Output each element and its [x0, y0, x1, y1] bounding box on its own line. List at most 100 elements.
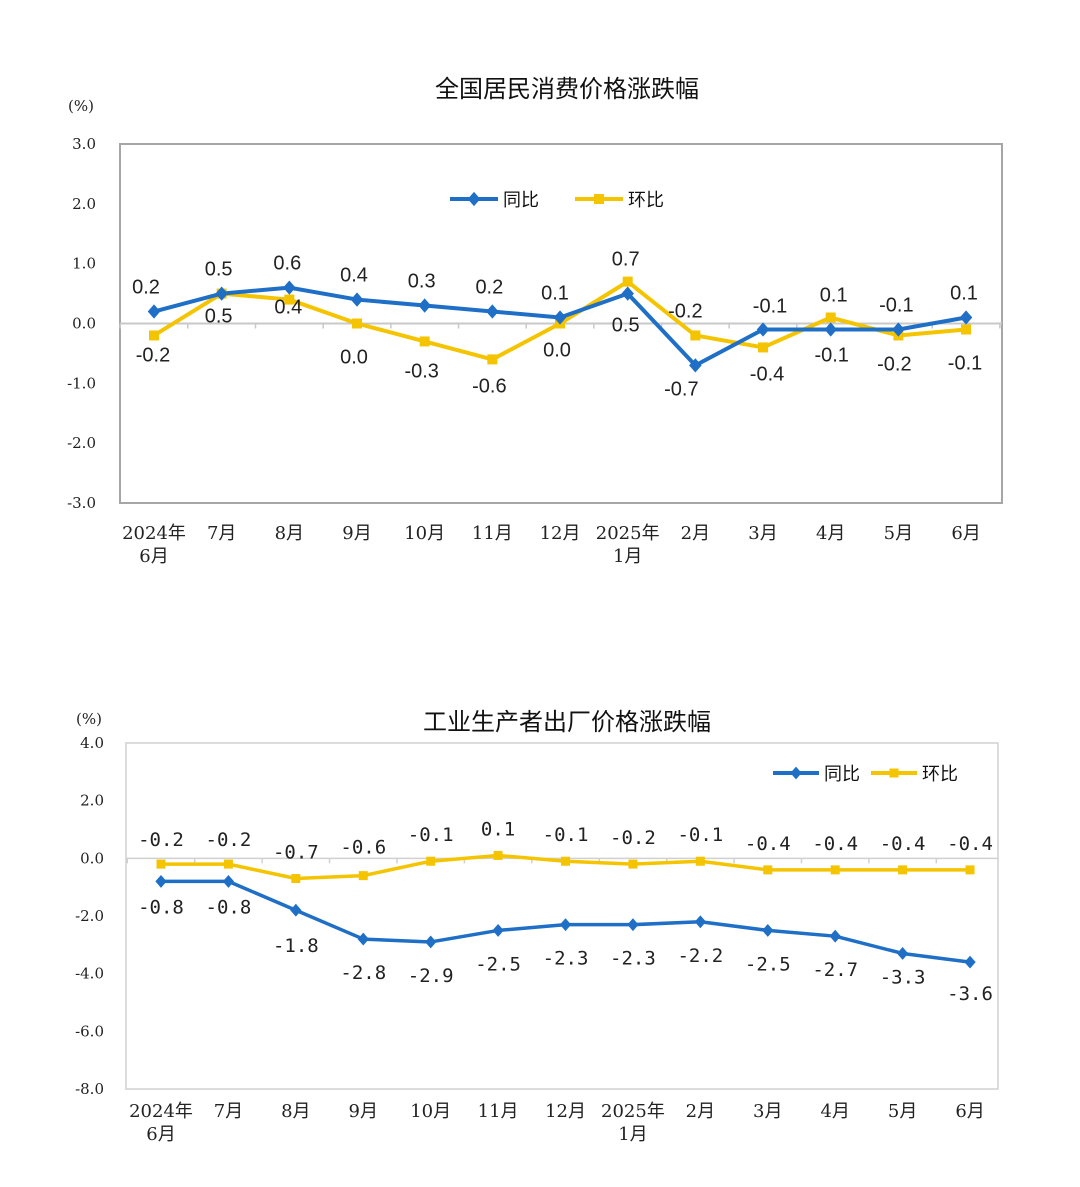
- cpi-data-label: -0.3: [404, 360, 438, 382]
- cpi-x-tick-label: 9月: [342, 523, 371, 544]
- cpi-y-tick-label: 2.0: [72, 195, 96, 213]
- ppi-data-label: -0.1: [677, 824, 723, 846]
- ppi-point-marker: [357, 932, 369, 946]
- ppi-plot-frame: [125, 742, 999, 1090]
- cpi-data-label: 0.7: [612, 249, 640, 271]
- ppi-x-tick-label: 2024年 6月: [129, 1101, 193, 1145]
- cpi-x-tick-label: 5月: [884, 523, 913, 544]
- ppi-point-marker: [829, 929, 841, 943]
- ppi-chart-title: 工业生产者出厂价格涨跌幅: [423, 708, 711, 736]
- ppi-point-marker: [291, 874, 301, 884]
- ppi-data-label: -0.6: [340, 837, 386, 859]
- ppi-data-label: -0.8: [206, 896, 252, 918]
- ppi-point-marker: [561, 856, 571, 866]
- cpi-point-marker: [487, 354, 498, 365]
- cpi-y-unit: (%): [68, 97, 94, 115]
- ppi-data-label: -2.3: [610, 948, 656, 970]
- ppi-data-label: -0.7: [273, 842, 319, 864]
- cpi-data-label: 0.4: [274, 297, 302, 319]
- cpi-data-label: -0.2: [136, 344, 170, 366]
- ppi-data-label: -0.2: [138, 829, 184, 851]
- ppi-data-label: -0.4: [812, 833, 858, 855]
- cpi-x-tick-label: 3月: [748, 523, 777, 544]
- ppi-point-marker: [155, 874, 167, 888]
- ppi-y-tick-label: -2.0: [75, 907, 104, 925]
- cpi-y-tick-label: 0.0: [72, 315, 96, 333]
- ppi-data-label: -2.2: [677, 945, 723, 967]
- cpi-point-marker: [825, 312, 836, 323]
- cpi-legend-label: 环比: [628, 190, 664, 211]
- cpi-point-marker: [756, 322, 770, 337]
- cpi-y-tick-label: -3.0: [67, 494, 96, 512]
- cpi-point-marker: [553, 310, 567, 325]
- cpi-point-marker: [149, 330, 159, 341]
- cpi-data-label: 0.0: [543, 340, 571, 362]
- ppi-x-tick-label: 2025年 1月: [601, 1101, 665, 1145]
- cpi-data-label: 0.4: [340, 265, 368, 287]
- ppi-point-marker: [426, 856, 436, 866]
- ppi-data-label: -0.2: [206, 829, 252, 851]
- cpi-x-tick-label: 8月: [275, 523, 304, 544]
- cpi-data-label: 0.6: [273, 253, 301, 275]
- ppi-x-tick-label: 7月: [214, 1101, 243, 1122]
- cpi-point-marker: [824, 322, 837, 337]
- ppi-x-tick-label: 3月: [753, 1101, 782, 1122]
- cpi-point-marker: [758, 342, 769, 353]
- cpi-data-label: -0.1: [753, 295, 787, 317]
- ppi-data-label: -2.8: [340, 962, 386, 984]
- cpi-data-label: 0.1: [820, 285, 848, 307]
- ppi-legend-marker: [889, 768, 899, 778]
- ppi-y-tick-label: -4.0: [75, 965, 104, 983]
- ppi-chart: 4.0 2.0 0.0 -2.0 -4.0 -6.0 -8.0 2024年 6月 7月 8月 9月 10…: [75, 734, 999, 1145]
- cpi-point-marker: [284, 294, 295, 305]
- cpi-point-marker: [621, 286, 634, 301]
- cpi-legend-marker: [467, 191, 481, 207]
- cpi-point-marker: [215, 286, 228, 301]
- ppi-legend-label: 环比: [922, 764, 958, 785]
- cpi-point-marker: [961, 324, 972, 335]
- ppi-point-marker: [290, 903, 302, 917]
- ppi-x-tick-label: 5月: [888, 1101, 917, 1122]
- cpi-legend-label: 同比: [503, 190, 539, 211]
- cpi-point-marker: [690, 330, 701, 341]
- cpi-data-label: 0.0: [340, 347, 368, 369]
- ppi-point-marker: [964, 955, 976, 969]
- ppi-point-marker: [896, 947, 909, 960]
- ppi-x-tick-label: 12月: [545, 1101, 586, 1122]
- ppi-y-tick-label: -8.0: [75, 1080, 104, 1098]
- cpi-data-label: -0.1: [814, 344, 848, 366]
- cpi-point-marker: [959, 310, 973, 325]
- cpi-data-label: -0.7: [664, 378, 698, 400]
- ppi-point-marker: [493, 850, 503, 860]
- cpi-data-label: -0.6: [472, 375, 506, 397]
- cpi-data-label: 0.3: [408, 271, 436, 293]
- ppi-x-tick-label: 6月: [955, 1101, 984, 1122]
- ppi-point-marker: [492, 923, 504, 937]
- ppi-point-marker: [222, 874, 235, 888]
- ppi-point-marker: [763, 865, 773, 875]
- ppi-point-marker: [762, 923, 774, 937]
- cpi-chart-title: 全国居民消费价格涨跌幅: [435, 75, 699, 103]
- cpi-point-marker: [147, 304, 161, 319]
- ppi-y-tick-label: 0.0: [80, 849, 104, 867]
- ppi-data-label: -0.8: [138, 896, 184, 918]
- ppi-point-marker: [965, 865, 975, 875]
- ppi-data-label: -2.7: [812, 959, 858, 981]
- cpi-data-label: -0.4: [750, 363, 784, 385]
- ppi-x-tick-label: 8月: [281, 1101, 310, 1122]
- ppi-point-marker: [898, 865, 908, 875]
- cpi-x-tick-label: 2025年 1月: [596, 523, 660, 567]
- cpi-point-marker: [418, 298, 431, 313]
- ppi-legend-label: 同比: [824, 764, 860, 785]
- ppi-y-tick-label: 2.0: [80, 792, 104, 810]
- ppi-data-label: -3.3: [880, 966, 926, 988]
- ppi-point-marker: [830, 865, 840, 875]
- cpi-x-tick-label: 11月: [472, 523, 513, 544]
- ppi-point-marker: [358, 871, 368, 881]
- cpi-data-label: 0.5: [205, 306, 233, 328]
- ppi-data-label: -1.8: [273, 935, 319, 957]
- cpi-data-label: 0.2: [132, 277, 160, 299]
- ppi-data-label: -2.5: [475, 953, 521, 975]
- cpi-data-label: 0.1: [950, 283, 978, 305]
- ppi-point-marker: [628, 859, 638, 869]
